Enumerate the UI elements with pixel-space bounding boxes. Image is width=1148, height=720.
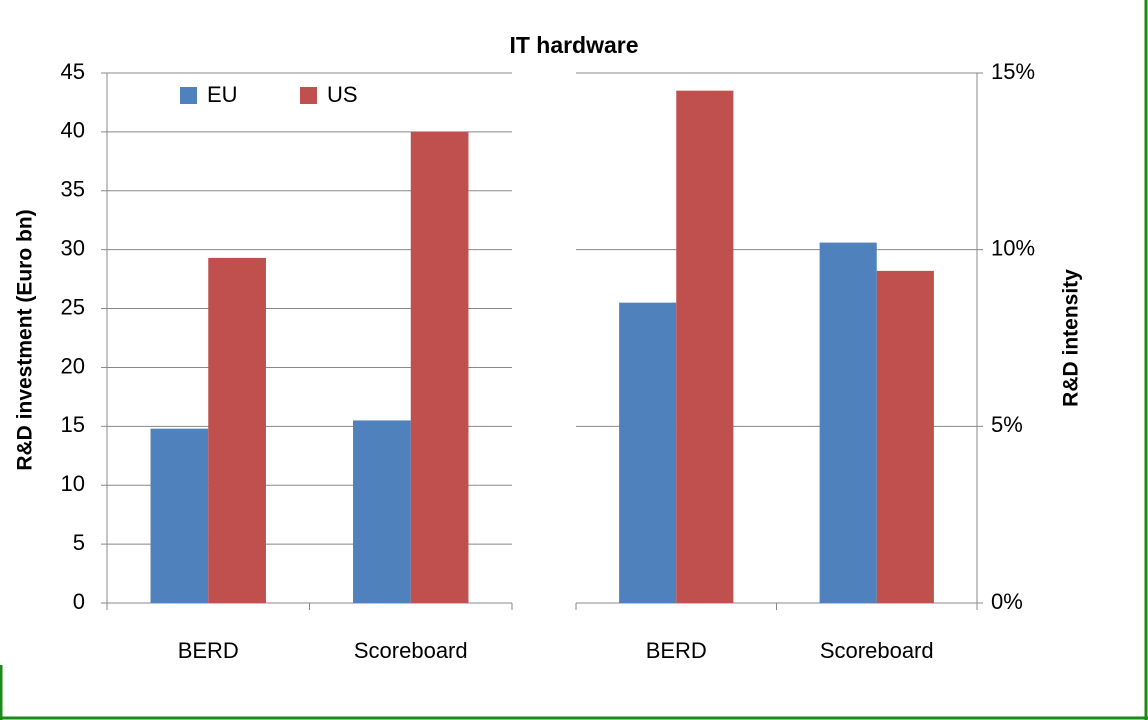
bar: [876, 270, 934, 603]
legend-swatch: [180, 87, 197, 104]
y2-tick-label: 0%: [991, 589, 1023, 614]
y2-tick-label: 15%: [991, 59, 1035, 84]
x-tick-label: Scoreboard: [820, 638, 934, 663]
y-tick-label: 40: [61, 118, 85, 143]
y-tick-label: 10: [61, 471, 85, 496]
x-tick-label: BERD: [646, 638, 707, 663]
y-tick-label: 25: [61, 294, 85, 319]
y-tick-label: 0: [73, 589, 85, 614]
y2-axis-label: R&D intensity: [1060, 269, 1083, 407]
x-tick-label: Scoreboard: [354, 638, 468, 663]
y-tick-label: 20: [61, 353, 85, 378]
bar: [819, 242, 877, 603]
y-tick-label: 5: [73, 530, 85, 555]
x-tick-label: BERD: [178, 638, 239, 663]
bar: [353, 420, 411, 603]
bar: [676, 90, 734, 603]
y-tick-label: 45: [61, 59, 85, 84]
y-tick-label: 30: [61, 235, 85, 260]
y2-tick-label: 10%: [991, 235, 1035, 260]
bar: [619, 302, 677, 603]
bar: [150, 428, 209, 603]
legend-swatch: [300, 87, 317, 104]
y2-tick-label: 5%: [991, 412, 1023, 437]
bar: [208, 257, 266, 603]
y-tick-label: 15: [61, 412, 85, 437]
legend-label: US: [327, 82, 358, 107]
chart-title: IT hardware: [509, 32, 638, 58]
y-tick-label: 35: [61, 177, 85, 202]
y-axis-label: R&D investment (Euro bn): [14, 209, 37, 470]
bar: [410, 131, 469, 603]
legend-label: EU: [207, 82, 238, 107]
